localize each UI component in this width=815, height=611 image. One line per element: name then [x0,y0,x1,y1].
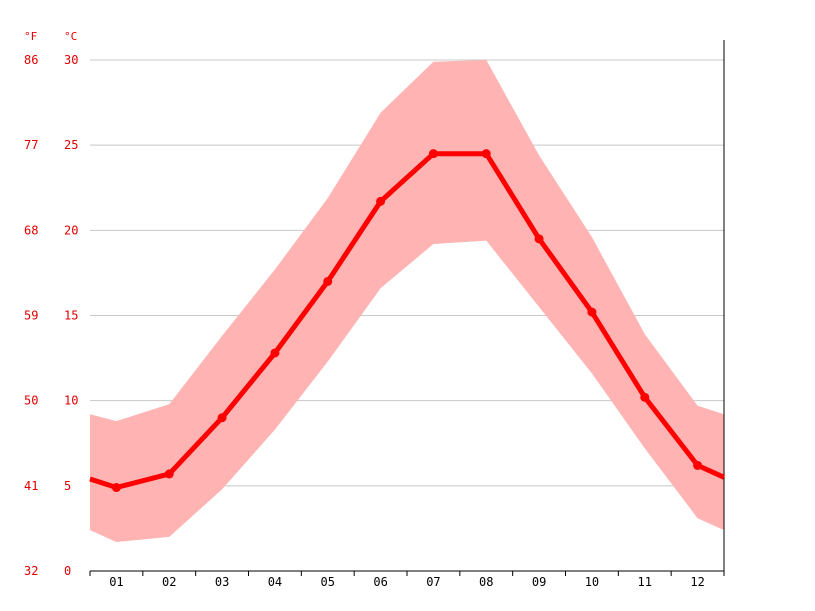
temperature-line [89,149,726,493]
y-tick-label-celsius: 0 [64,564,71,578]
unit-label-fahrenheit: °F [24,30,37,43]
data-point [270,348,280,358]
data-point [693,460,703,470]
tick-labels: °F °C 32 0 41 5 50 10 59 15 68 20 77 25 86 30 01 02 03 04… [24,30,705,589]
x-tick-label: 07 [426,575,440,589]
temperature-series-line [89,151,726,490]
axes [89,40,725,576]
x-tick-label: 10 [585,575,599,589]
x-tick-label: 01 [109,575,123,589]
data-point [323,276,333,286]
x-tick-label: 09 [532,575,546,589]
y-tick-label-fahrenheit: 32 [24,564,38,578]
x-tick-label: 11 [638,575,652,589]
y-tick-label-celsius: 15 [64,309,78,323]
x-tick-label: 02 [162,575,176,589]
x-tick-label: 04 [268,575,282,589]
data-point [534,234,544,244]
temperature-range-area [90,60,724,542]
y-tick-label-celsius: 30 [64,53,78,67]
y-tick-label-celsius: 25 [64,138,78,152]
x-tick-label: 03 [215,575,229,589]
x-tick-label: 08 [479,575,493,589]
y-tick-label-fahrenheit: 77 [24,138,38,152]
data-point [587,307,597,317]
y-tick-label-fahrenheit: 59 [24,309,38,323]
x-tick-label: 12 [690,575,704,589]
data-point [164,469,174,479]
y-tick-label-celsius: 20 [64,223,78,237]
data-point [481,149,491,159]
unit-label-celsius: °C [64,30,77,43]
data-point [111,483,121,493]
y-tick-label-fahrenheit: 41 [24,479,38,493]
data-point [376,196,386,206]
y-tick-label-celsius: 10 [64,394,78,408]
x-tick-label: 05 [321,575,335,589]
data-point [640,392,650,402]
y-tick-label-fahrenheit: 68 [24,223,38,237]
y-tick-label-fahrenheit: 50 [24,394,38,408]
temperature-range-band [90,60,724,542]
data-point [428,149,438,159]
y-tick-label-celsius: 5 [64,479,71,493]
x-tick-label: 06 [373,575,387,589]
data-point [217,413,227,423]
y-tick-label-fahrenheit: 86 [24,53,38,67]
